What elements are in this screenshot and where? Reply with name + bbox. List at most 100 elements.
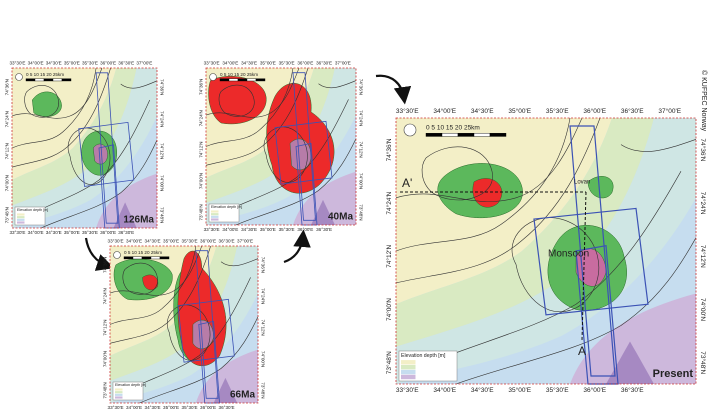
- contour: [422, 147, 493, 200]
- anomaly-area: [290, 139, 311, 170]
- survey-outline: [196, 251, 218, 399]
- longitude-label: 37°00'E: [237, 239, 253, 244]
- longitude-label: 33°30'E: [204, 61, 220, 66]
- survey-outline: [534, 208, 648, 314]
- contour: [206, 68, 308, 165]
- contour: [264, 127, 307, 183]
- age-label: Present: [653, 368, 694, 380]
- latitude-label: 73°48'N: [260, 382, 265, 398]
- map-area: [396, 118, 654, 347]
- latitude-label: 74°24'N: [103, 288, 108, 304]
- latitude-label: 74°12'N: [199, 142, 204, 158]
- latitude-label: 74°00'N: [103, 351, 108, 367]
- scale-bar: [228, 78, 239, 82]
- north-arrow: [113, 251, 121, 259]
- survey-outline: [296, 143, 317, 225]
- north-arrow: [209, 73, 217, 81]
- legend-swatch: [401, 374, 416, 380]
- map-area: [606, 341, 654, 384]
- anomaly-area: [588, 176, 613, 198]
- legend-swatch: [211, 215, 219, 218]
- legend-swatch: [401, 369, 416, 375]
- contour: [68, 128, 110, 185]
- longitude-label: 34°00'E: [433, 107, 456, 115]
- latitude-label: 74°36'N: [260, 257, 265, 273]
- longitude-label: 35°30'E: [182, 239, 198, 244]
- longitude-label: 33°30'E: [108, 405, 124, 410]
- latitude-label: 74°36'N: [159, 79, 164, 95]
- survey-outline: [99, 145, 119, 228]
- legend-swatch: [211, 218, 219, 221]
- longitude-label: 37°00'E: [658, 107, 681, 115]
- longitude-label: 33°30'E: [9, 61, 25, 66]
- contour: [110, 246, 196, 325]
- contour: [621, 139, 696, 151]
- section-label: A': [402, 176, 412, 190]
- contour: [110, 246, 202, 295]
- latitude-label: 74°36'N: [699, 138, 707, 161]
- latitude-label: 74°00'N: [699, 298, 707, 321]
- longitude-label: 36°00'E: [297, 61, 313, 66]
- section-label: A: [578, 344, 586, 358]
- longitude-label: 33°30'E: [396, 107, 419, 115]
- age-label: 66Ma: [230, 390, 255, 401]
- scale-bar: [123, 256, 134, 260]
- latitude-label: 74°24'N: [358, 110, 363, 126]
- scale-bar: [150, 256, 161, 260]
- well-label: Lovan: [574, 180, 590, 186]
- panel-frame: [205, 67, 357, 226]
- longitude-label: 36°30'E: [621, 107, 644, 115]
- contour: [219, 85, 254, 116]
- contour: [110, 246, 211, 343]
- map-area: [213, 377, 238, 403]
- panel-frame: [109, 245, 259, 404]
- map-area: [311, 199, 335, 225]
- latitude-label: 74°12'N: [103, 320, 108, 336]
- anomaly-area: [93, 144, 108, 164]
- latitude-label: 74°00'N: [358, 173, 363, 189]
- longitude-label: 34°00'E: [28, 230, 44, 235]
- scale-bar: [43, 78, 54, 82]
- latitude-label: 74°00'N: [5, 175, 10, 191]
- longitude-label: 37°00'E: [335, 61, 351, 66]
- longitude-label: 33°30'E: [9, 230, 25, 235]
- scale-bar: [441, 132, 459, 137]
- latitude-label: 73°48'N: [5, 207, 10, 223]
- latitude-label: 74°36'N: [385, 138, 393, 161]
- longitude-label: 36°00'E: [583, 386, 606, 394]
- survey-outline: [96, 73, 118, 223]
- survey-outline: [570, 126, 615, 376]
- scale-bar: [237, 78, 248, 82]
- contour: [12, 68, 102, 118]
- contour: [167, 305, 210, 361]
- longitude-label: 36°30'E: [118, 230, 134, 235]
- map-panel: [110, 246, 258, 403]
- scale-bar: [489, 132, 507, 137]
- scale-label: 0 5 10 15 20 25km: [26, 72, 64, 77]
- legend-swatch: [17, 218, 25, 221]
- legend-title: Elevation depth [m]: [17, 208, 48, 212]
- contour: [140, 317, 258, 403]
- longitude-label: 36°00'E: [100, 61, 116, 66]
- contour: [214, 99, 349, 217]
- field-label: Monsoon: [548, 249, 589, 260]
- map-panel: [206, 68, 356, 225]
- panel-frame: [395, 117, 697, 385]
- panel-frame: [11, 67, 158, 229]
- longitude-label: 35°30'E: [279, 227, 295, 232]
- longitude-label: 33°30'E: [396, 386, 419, 394]
- longitude-label: 34°30'E: [46, 230, 62, 235]
- latitude-label: 73°48'N: [159, 207, 164, 223]
- legend-swatch: [211, 210, 219, 213]
- longitude-label: 34°30'E: [241, 61, 257, 66]
- longitude-label: 34°00'E: [126, 405, 142, 410]
- survey-outline: [178, 299, 234, 362]
- latitude-label: 74°24'N: [699, 192, 707, 215]
- legend-swatch: [115, 388, 123, 391]
- arrow: [283, 229, 311, 264]
- latitude-label: 74°00'N: [199, 173, 204, 189]
- contour: [12, 68, 96, 148]
- longitude-label: 34°30'E: [471, 386, 494, 394]
- scale-label: 0 5 10 15 20 25km: [124, 250, 162, 255]
